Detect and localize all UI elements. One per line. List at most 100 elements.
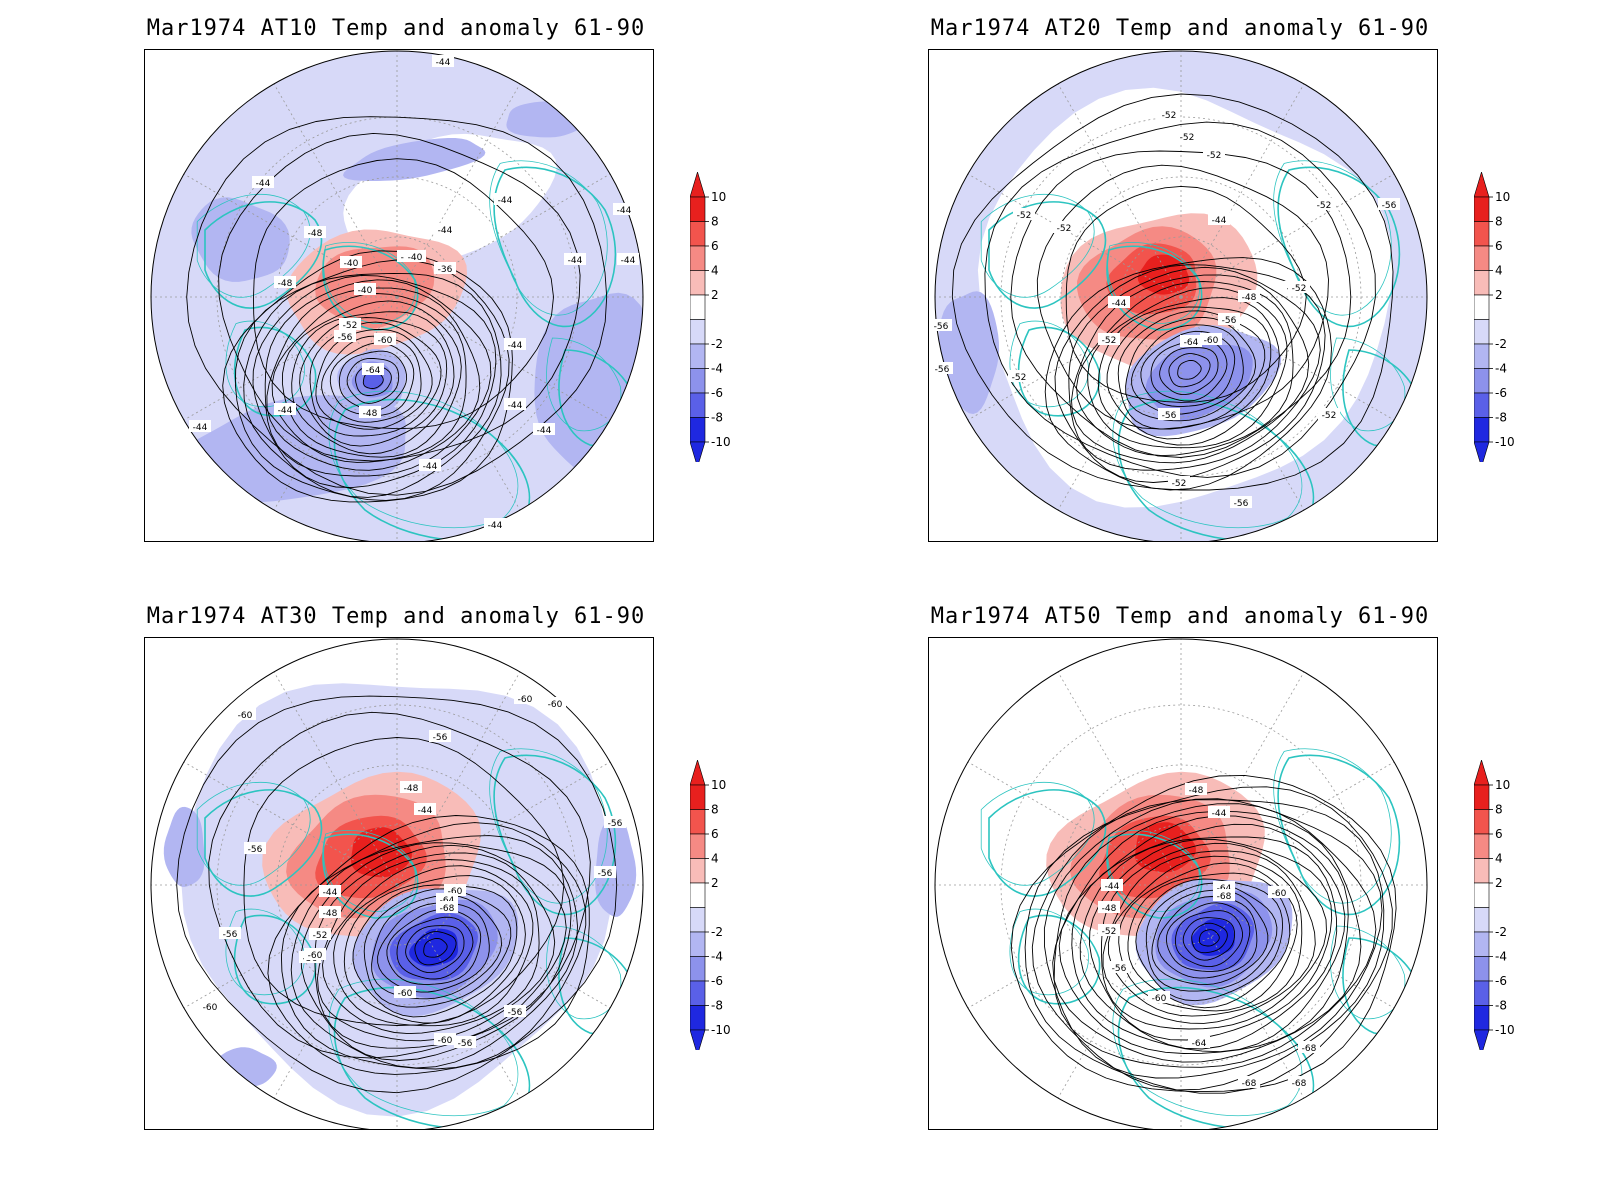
colorbar: 10 8 6 4 2 -2 -4 -6 -8 -10 (690, 172, 750, 462)
border-line (328, 390, 519, 529)
contour-label: -44 (418, 806, 433, 816)
contour-line (1174, 910, 1243, 968)
contour-label-bg (436, 901, 458, 913)
contour-line (290, 835, 578, 1069)
colorbar-segment (690, 956, 706, 982)
colorbar-top-arrow (1474, 172, 1490, 198)
contour-label: -48 (278, 279, 293, 289)
contour-label: -56 (433, 733, 448, 743)
contour-label: -40 (408, 253, 423, 263)
contour-line (267, 815, 590, 1075)
colorbar-tick-label: -4 (1495, 362, 1507, 376)
contour-label: -44 (1212, 216, 1227, 226)
contour-line (1101, 842, 1327, 1030)
contour-label: -44 (436, 58, 451, 68)
colorbar-segment (690, 319, 706, 345)
contour-label: -44 (537, 426, 552, 436)
panel-at10: Mar1974 AT10 Temp and anomaly 61-90 -44-… (136, 16, 656, 578)
contour-label-bg (400, 781, 422, 793)
contour-line (1068, 266, 1321, 471)
contour-label-bg (1180, 335, 1202, 347)
hemisphere-outline (934, 50, 1428, 541)
contour-label: -52 (343, 321, 358, 331)
contour-label: -60 (448, 887, 463, 897)
contour-label-bg (219, 927, 241, 939)
contour-label-bg (930, 319, 952, 331)
contour-line (1071, 823, 1346, 1053)
contour-line (343, 875, 526, 1024)
colorbar-tick-label: -10 (1495, 435, 1515, 449)
contour-label: -60 (1204, 336, 1219, 346)
contour-label-bg (434, 223, 456, 235)
colorbar-segment (1474, 980, 1490, 1006)
colorbar: 10 8 6 4 2 -2 -4 -6 -8 -10 (1474, 760, 1534, 1050)
contour-line (1010, 150, 1352, 458)
coastline (1017, 326, 1101, 417)
contour-line (309, 321, 442, 437)
contour-label: -56 (508, 1008, 523, 1018)
colorbar-tick-label: 2 (711, 876, 719, 890)
contour-label-bg (374, 333, 396, 345)
colorbar-segment (1474, 809, 1490, 835)
colorbar-segment (690, 907, 706, 933)
contour-line (1125, 317, 1256, 422)
coastline (1277, 754, 1401, 916)
contour-line (291, 311, 455, 455)
colorbar-tick-label: -4 (711, 362, 723, 376)
contour-label-bg (1200, 333, 1222, 345)
colorbar-segment (1474, 245, 1490, 271)
colorbar-tick-label: -2 (711, 925, 723, 939)
contour-label: -52 (1207, 151, 1222, 161)
contour-label-bg (504, 1005, 526, 1017)
border-line (546, 337, 622, 432)
colorbar-segment (1474, 956, 1490, 982)
border-line (1330, 337, 1406, 432)
contour-label: -44 (423, 462, 438, 472)
border-line (980, 781, 1095, 886)
contour-line (1117, 310, 1266, 430)
contour-label: -64 (1192, 1039, 1207, 1049)
contour-label-bg (414, 803, 436, 815)
contour-line (1097, 297, 1280, 446)
contour-label: -44 (568, 256, 583, 266)
colorbar-tick-label: 6 (711, 827, 719, 841)
contour-label: -52 (1017, 211, 1032, 221)
colorbar-tick-label: 6 (1495, 827, 1503, 841)
border-line (1112, 390, 1303, 529)
colorbar-tick-label: -10 (1495, 1023, 1515, 1037)
contour-label: -40 (344, 259, 359, 269)
anomaly-region (1169, 358, 1228, 403)
contour-line (1044, 257, 1332, 491)
contour-label-bg (319, 885, 341, 897)
contour-label-bg (1298, 1041, 1320, 1053)
contour-line (1131, 324, 1244, 415)
contour-label: -52 (1292, 284, 1307, 294)
colorbar-segment (690, 368, 706, 394)
colorbar-tick-label: 6 (1495, 239, 1503, 253)
colorbar-tick-label: 8 (711, 215, 719, 229)
contour-label-bg (1188, 1036, 1210, 1048)
contour-line (414, 931, 457, 966)
contour-label: -44 (1112, 299, 1127, 309)
contour-line (1058, 815, 1349, 1054)
contour-line (300, 842, 572, 1061)
temperature-contours (951, 93, 1394, 491)
contour-label: -48 (308, 229, 323, 239)
contour-label-bg (1208, 806, 1230, 818)
colorbar-tick-label: 4 (1495, 852, 1503, 866)
colorbar-tick-label: 6 (711, 239, 719, 253)
contour-label-bg (339, 318, 361, 330)
hemisphere-outline (150, 638, 644, 1129)
contour-label: -48 (1242, 293, 1257, 303)
contour-label-bg (404, 250, 426, 262)
contour-line (1031, 799, 1385, 1091)
contour-line (1054, 264, 1326, 483)
contour-label-bg (189, 420, 211, 432)
panel-at30: Mar1974 AT30 Temp and anomaly 61-90 -60-… (136, 604, 656, 1166)
colorbar-segment (690, 417, 706, 443)
contour-label-bg (533, 423, 555, 435)
colorbar-tick-label: 8 (1495, 803, 1503, 817)
contour-label: -56 (608, 819, 623, 829)
polar-map: -60-60-60-56-48-44-56-56-44-48-52-56-60-… (144, 637, 654, 1130)
contour-line (1024, 786, 1393, 1094)
